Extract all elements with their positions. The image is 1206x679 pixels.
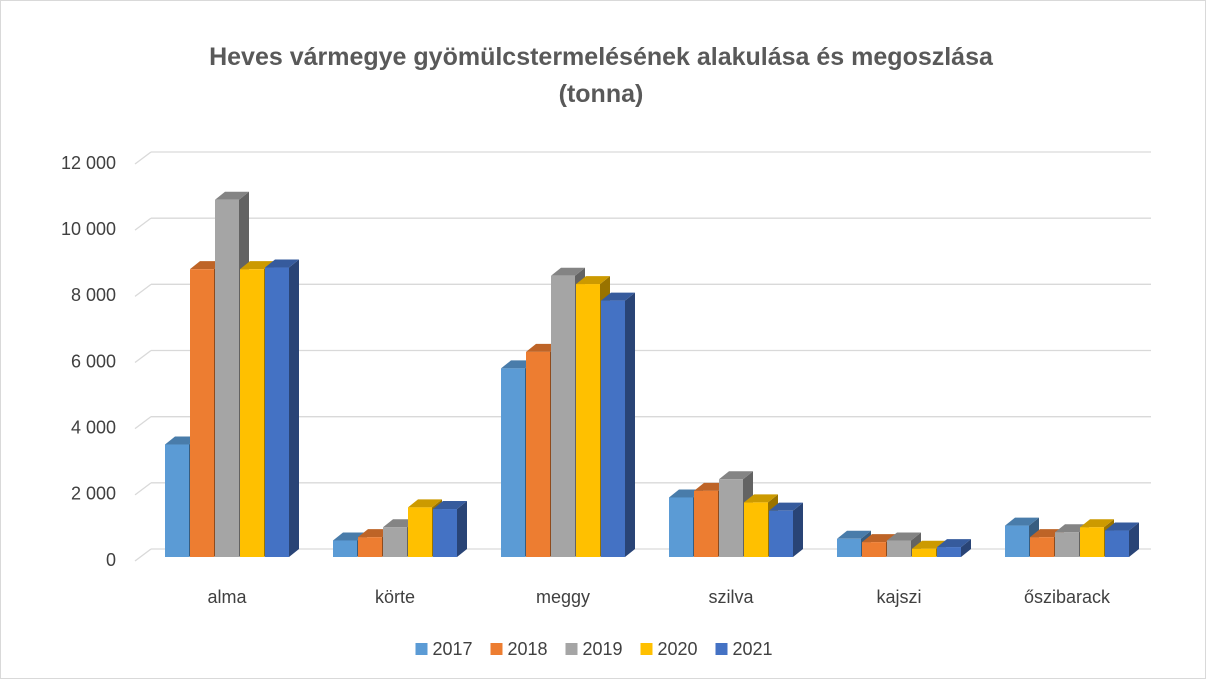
y-tick-label: 0: [106, 550, 116, 570]
legend-label: 2021: [733, 639, 773, 659]
bar: [744, 502, 768, 557]
bar: [1005, 525, 1029, 557]
x-tick-label: őszibarack: [1024, 587, 1111, 607]
grid-line: [134, 416, 152, 430]
bar: [719, 479, 743, 557]
y-tick-label: 10 000: [61, 219, 116, 239]
bar-side: [457, 501, 467, 557]
legend-swatch: [415, 643, 428, 655]
bar: [433, 509, 457, 557]
bar-top: [887, 532, 921, 541]
bar-top: [265, 259, 299, 268]
chart-title: Heves vármegye gyömülcstermelésének alak…: [209, 43, 993, 108]
bar: [408, 507, 432, 557]
y-tick-label: 2 000: [71, 484, 116, 504]
bar: [1105, 530, 1129, 557]
x-tick-label: szilva: [708, 587, 754, 607]
bar: [165, 444, 189, 557]
bar: [912, 548, 936, 557]
grid-line: [134, 151, 152, 165]
bar-top: [576, 276, 610, 285]
legend-swatch: [490, 643, 503, 655]
bar-top: [215, 191, 249, 200]
bar: [837, 538, 861, 557]
bar-side: [961, 539, 971, 557]
bar: [694, 490, 718, 557]
bar-side: [289, 259, 299, 557]
bar: [1080, 527, 1104, 557]
bar: [1055, 532, 1079, 557]
legend-swatch: [565, 643, 578, 655]
bar: [240, 269, 264, 557]
bar: [190, 269, 214, 557]
legend-swatch: [715, 643, 728, 655]
bar-top: [433, 501, 467, 510]
y-tick-label: 6 000: [71, 351, 116, 371]
bar: [383, 527, 407, 557]
bar: [1030, 537, 1054, 557]
bar-top: [1005, 517, 1039, 526]
bar-top: [1080, 519, 1114, 528]
grid-line: [134, 217, 152, 231]
bar-top: [1105, 522, 1139, 531]
bar: [937, 547, 961, 557]
y-tick-label: 12 000: [61, 153, 116, 173]
x-tick-label: körte: [375, 587, 415, 607]
bar: [862, 542, 886, 557]
bar: [887, 540, 911, 557]
bar-side: [1129, 522, 1139, 557]
bar: [265, 267, 289, 557]
bar: [601, 300, 625, 557]
bar: [358, 537, 382, 557]
bar: [215, 199, 239, 557]
bar: [551, 275, 575, 557]
x-tick-label: meggy: [536, 587, 590, 607]
y-tick-label: 4 000: [71, 417, 116, 437]
legend-swatch: [640, 643, 653, 655]
grid-line: [134, 349, 152, 364]
bar: [669, 497, 693, 557]
bar-top: [744, 494, 778, 503]
grid-line: [134, 548, 152, 562]
bar-side: [793, 502, 803, 557]
bar-top: [769, 502, 803, 511]
bar-top: [937, 539, 971, 548]
x-tick-label: kajszi: [876, 587, 921, 607]
grid-line: [134, 482, 152, 496]
bar: [769, 510, 793, 557]
bar-top: [551, 267, 585, 276]
bar: [526, 351, 550, 557]
bar: [333, 540, 357, 557]
bar-top: [408, 499, 442, 508]
x-tick-label: alma: [207, 587, 247, 607]
bar: [501, 368, 525, 557]
y-tick-label: 8 000: [71, 285, 116, 305]
bar-top: [601, 292, 635, 301]
bar-side: [625, 292, 635, 557]
legend-label: 2018: [508, 639, 548, 659]
bar: [576, 284, 600, 557]
bar-top: [837, 530, 871, 539]
legend-label: 2020: [658, 639, 698, 659]
legend-label: 2019: [583, 639, 623, 659]
grid-line: [134, 283, 152, 297]
legend-label: 2017: [433, 639, 473, 659]
bar-top: [719, 471, 753, 480]
